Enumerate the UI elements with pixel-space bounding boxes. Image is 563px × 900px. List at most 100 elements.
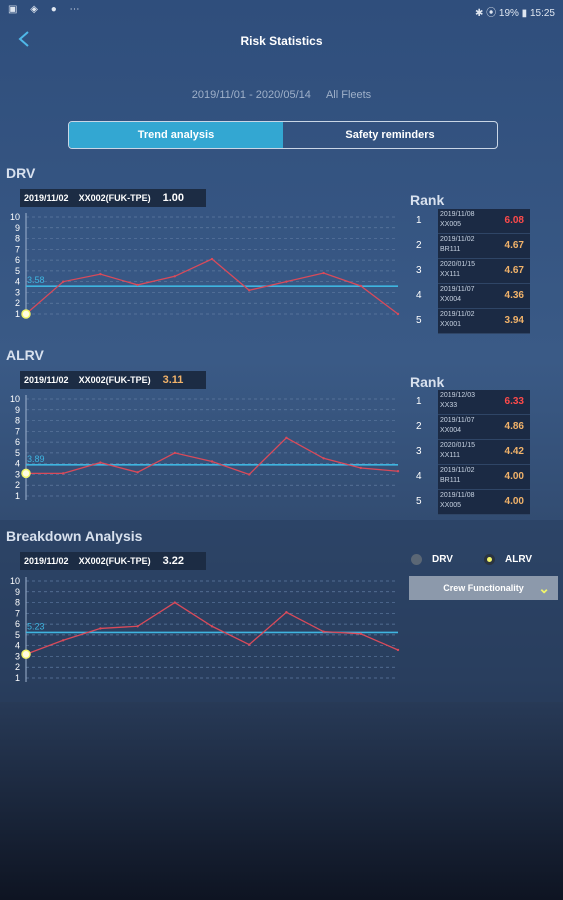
rank-flight: BR111 — [440, 477, 461, 484]
rank-value: 4.00 — [504, 496, 524, 507]
data-point[interactable] — [359, 466, 362, 470]
data-point[interactable] — [210, 625, 214, 628]
breakdown-selected-value: 3.22 — [162, 555, 184, 567]
chevron-left-icon — [18, 31, 29, 47]
y-tick-label: 3 — [15, 287, 20, 297]
data-point[interactable] — [248, 473, 251, 476]
y-tick-label: 6 — [15, 619, 20, 629]
data-point[interactable] — [210, 460, 214, 463]
rank-number: 3 — [416, 265, 422, 276]
tab-safety-reminders[interactable]: Safety reminders — [345, 129, 435, 141]
y-tick-label: 5 — [15, 630, 20, 640]
data-point[interactable] — [285, 611, 288, 614]
data-point[interactable] — [99, 272, 102, 276]
rank-row[interactable]: 4 2019/11/07 XX004 4.36 — [410, 284, 530, 309]
data-point[interactable] — [396, 648, 400, 652]
data-point[interactable] — [136, 625, 139, 628]
y-tick-label: 10 — [10, 576, 20, 586]
data-point[interactable] — [173, 451, 176, 455]
data-point[interactable] — [285, 280, 288, 283]
data-point[interactable] — [99, 627, 102, 630]
data-point[interactable] — [396, 312, 400, 316]
radio-drv[interactable]: DRV — [411, 554, 453, 565]
breakdown-selected-info: 2019/11/02 XX002(FUK-TPE) 3.22 — [20, 552, 206, 570]
tab-trend-analysis[interactable]: Trend analysis — [69, 122, 283, 148]
alrv-section-title: ALRV — [6, 347, 44, 363]
selected-point-marker[interactable] — [21, 468, 31, 479]
rank-row[interactable]: 5 2019/11/08 XX005 4.00 — [410, 490, 530, 515]
drv-section-title: DRV — [6, 165, 36, 181]
rank-row[interactable]: 1 2019/11/08 XX005 6.08 — [410, 209, 530, 234]
y-tick-label: 10 — [10, 394, 20, 404]
data-point[interactable] — [62, 280, 65, 283]
data-point[interactable] — [248, 643, 251, 646]
rank-flight: XX004 — [440, 296, 462, 303]
selected-point-marker[interactable] — [21, 649, 31, 660]
drv-rank-table: 1 2019/11/08 XX005 6.08 2 2019/11/02 BR111 4.67… — [410, 209, 530, 334]
y-tick-label: 1 — [15, 491, 20, 501]
rank-row[interactable]: 3 2020/01/15 XX111 4.42 — [410, 440, 530, 465]
rank-row[interactable]: 5 2019/11/02 XX001 3.94 — [410, 309, 530, 334]
data-point[interactable] — [322, 457, 325, 460]
selected-point-marker[interactable] — [21, 309, 31, 319]
radio-alrv[interactable]: ALRV — [484, 554, 532, 565]
y-tick-label: 8 — [15, 234, 20, 244]
radio-drv-label: DRV — [432, 554, 453, 565]
data-point[interactable] — [359, 284, 362, 288]
data-point[interactable] — [210, 257, 214, 261]
rank-date: 2019/11/02 — [440, 311, 475, 318]
data-point[interactable] — [62, 472, 65, 475]
data-point[interactable] — [62, 639, 65, 642]
data-point[interactable] — [322, 630, 325, 633]
data-point[interactable] — [173, 275, 176, 278]
category-dropdown-label: Crew Functionality — [443, 583, 524, 593]
rank-cell: 2019/12/03 XX33 6.33 — [438, 390, 530, 415]
alrv-rank-title: Rank — [410, 374, 445, 390]
alrv-rank-table: 1 2019/12/03 XX33 6.33 2 2019/11/07 XX004 4.86 3… — [410, 390, 530, 515]
breakdown-selected-date: 2019/11/02 — [24, 556, 69, 566]
data-point[interactable] — [173, 601, 176, 604]
rank-flight: BR111 — [440, 246, 461, 253]
back-button[interactable] — [14, 28, 36, 50]
data-point[interactable] — [285, 436, 288, 439]
rank-cell: 2019/11/02 BR111 4.67 — [438, 234, 530, 259]
rank-number: 1 — [416, 396, 422, 407]
breakdown-section-title: Breakdown Analysis — [6, 528, 143, 544]
data-point[interactable] — [136, 283, 139, 287]
data-point[interactable] — [359, 632, 362, 636]
rank-flight: XX111 — [440, 452, 460, 459]
average-label: 3.89 — [27, 454, 45, 464]
rank-row[interactable]: 2 2019/11/02 BR111 4.67 — [410, 234, 530, 259]
rank-date: 2019/11/07 — [440, 286, 475, 293]
rank-row[interactable]: 1 2019/12/03 XX33 6.33 — [410, 390, 530, 415]
rank-row[interactable]: 3 2020/01/15 XX111 4.67 — [410, 259, 530, 284]
data-point[interactable] — [136, 471, 139, 474]
y-tick-label: 3 — [15, 469, 20, 479]
y-tick-label: 8 — [15, 598, 20, 608]
category-dropdown[interactable]: Crew Functionality ⌄ — [409, 576, 558, 600]
data-point[interactable] — [396, 470, 400, 473]
average-label: 3.58 — [27, 275, 45, 285]
top-bar: Risk Statistics — [0, 20, 563, 62]
rank-value: 4.00 — [504, 471, 524, 482]
data-point[interactable] — [322, 271, 325, 275]
data-point[interactable] — [248, 289, 251, 292]
data-point[interactable] — [99, 461, 102, 464]
rank-date: 2019/11/08 — [440, 211, 475, 218]
rank-number: 1 — [416, 215, 422, 226]
y-tick-label: 5 — [15, 266, 20, 276]
status-bar: ▣ ◈ ● ⋯ ✱ ⦿ 19% ▮ 15:25 — [0, 0, 563, 20]
y-tick-label: 3 — [15, 651, 20, 661]
average-label: 5.23 — [27, 621, 45, 631]
rank-cell: 2019/11/08 XX005 6.08 — [438, 209, 530, 234]
y-tick-label: 2 — [15, 662, 20, 672]
y-tick-label: 6 — [15, 437, 20, 447]
rank-row[interactable]: 4 2019/11/02 BR111 4.00 — [410, 465, 530, 490]
alrv-selected-info: 2019/11/02 XX002(FUK-TPE) 3.11 — [20, 371, 206, 389]
rank-cell: 2019/11/02 BR111 4.00 — [438, 465, 530, 490]
rank-row[interactable]: 2 2019/11/07 XX004 4.86 — [410, 415, 530, 440]
y-tick-label: 9 — [15, 587, 20, 597]
